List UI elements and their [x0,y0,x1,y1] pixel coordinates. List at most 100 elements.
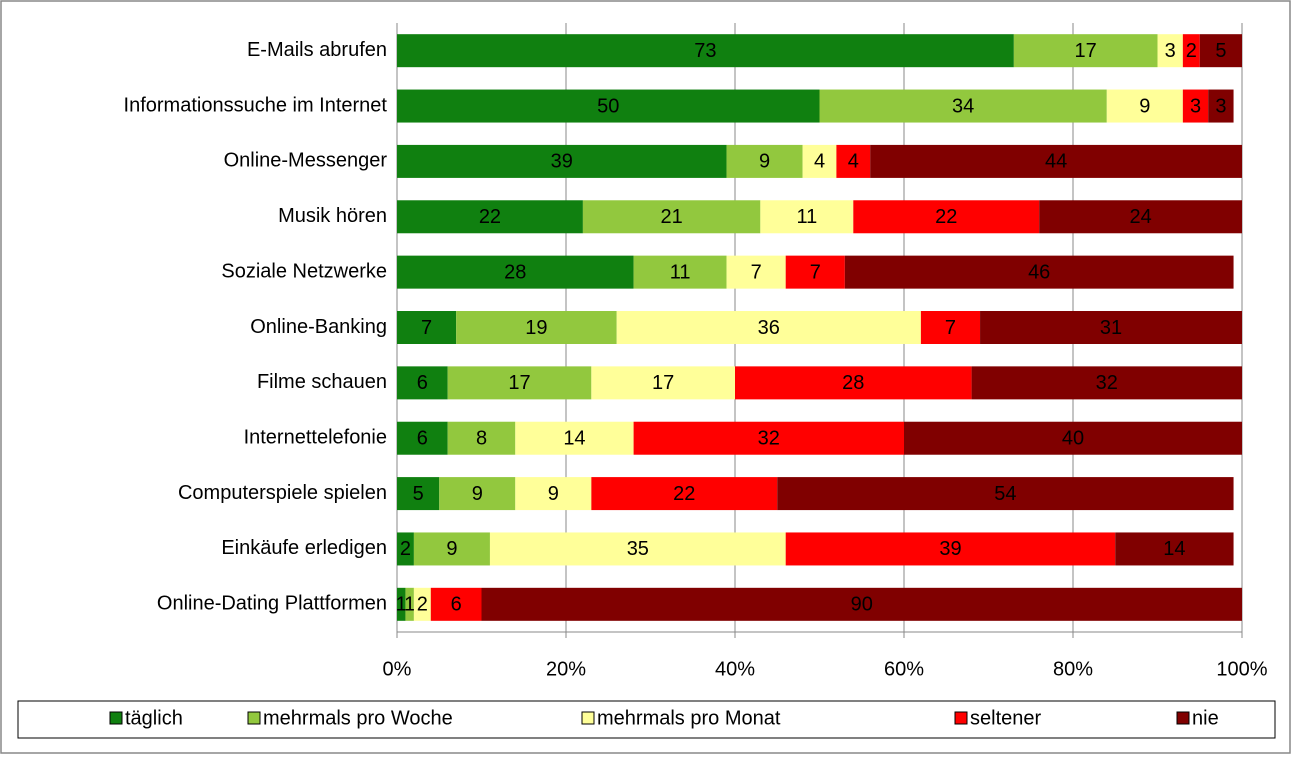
bar-segment [397,89,820,123]
data-label: 11 [796,206,817,228]
bar-segment [1115,532,1234,566]
bar-segment [439,477,516,511]
y-tick-label: Musik hören [278,205,387,227]
bar-segment [397,421,448,455]
y-tick-label: Informationssuche im Internet [124,94,388,116]
bar-segment [397,587,406,621]
y-tick-label: Einkäufe erledigen [221,537,387,559]
x-tick-label: 60% [884,658,924,680]
bar-segment [489,532,786,566]
data-label: 19 [525,317,547,339]
data-label: 31 [1100,317,1122,339]
bar-segment [582,200,761,234]
legend-label: mehrmals pro Woche [263,707,453,729]
bar-segment [591,366,735,400]
bar-segment [844,255,1234,289]
bar-segment [447,366,592,400]
bar-segment [397,200,583,234]
data-label: 4 [814,151,825,173]
data-label: 9 [472,483,483,505]
y-tick-label: Soziale Netzwerke [221,260,387,282]
data-label: 6 [451,594,462,616]
y-tick-label: Computerspiele spielen [178,482,387,504]
bar-segment [430,587,482,621]
bar-segment [413,532,490,566]
data-label: 1 [396,594,407,616]
data-label: 7 [421,317,432,339]
data-label: 22 [673,483,695,505]
bar-segment [726,255,786,289]
bar-segment [1039,200,1242,234]
data-label: 50 [597,95,619,117]
legend-label: täglich [125,707,183,729]
bar-segment [726,144,803,178]
bar-segment [447,421,516,455]
data-label: 34 [952,95,974,117]
legend-label: nie [1192,707,1219,729]
bar-segment [397,311,457,344]
data-label: 22 [935,206,957,228]
bar-segment [1106,89,1183,123]
bar-segment [1182,34,1200,68]
bar-segment [456,311,617,344]
legend-label: seltener [970,707,1041,729]
data-label: 24 [1129,206,1151,228]
data-label: 39 [551,151,573,173]
data-label: 35 [627,538,649,560]
data-label: 17 [508,372,530,394]
data-label: 7 [810,261,821,283]
data-label: 36 [758,317,780,339]
bar-segment [971,366,1242,400]
data-label: 44 [1045,151,1067,173]
data-label: 54 [994,483,1016,505]
data-label: 2 [417,594,428,616]
data-label: 6 [417,428,428,450]
y-tick-label: Internettelefonie [244,427,387,449]
y-tick-label: Online-Dating Plattformen [157,593,387,615]
legend-label: mehrmals pro Monat [597,707,781,729]
bar-segment [397,34,1014,68]
legend-box [17,700,1276,739]
bar-segment [515,477,592,511]
data-label: 8 [476,428,487,450]
data-label: 21 [661,206,683,228]
legend-swatch [109,711,123,725]
bar-segment [785,255,845,289]
y-tick-label: Online-Banking [250,316,387,338]
bar-segment [870,144,1242,178]
data-label: 9 [446,538,457,560]
data-label: 6 [417,372,428,394]
bar-segment [980,311,1242,344]
bar-segment [777,477,1234,511]
data-label: 39 [939,538,961,560]
data-label: 22 [479,206,501,228]
data-label: 9 [548,483,559,505]
y-tick-label: Filme schauen [257,371,387,393]
bar-segment [515,421,634,455]
legend-swatch [247,711,261,725]
data-label: 17 [652,372,674,394]
data-label: 9 [759,151,770,173]
data-label: 14 [1163,538,1185,560]
bar-segment [1157,34,1183,68]
data-label: 4 [848,151,859,173]
bar-segment [1208,89,1234,123]
bar-segment [836,144,871,178]
data-label: 73 [694,40,716,62]
bar-segment [802,144,837,178]
data-label: 14 [563,428,585,450]
bar-segment [1013,34,1158,68]
data-label: 5 [413,483,424,505]
bar-segment [819,89,1107,123]
data-label: 32 [1096,372,1118,394]
data-label: 9 [1139,95,1150,117]
x-tick-label: 40% [715,658,755,680]
bar-segment [785,532,1116,566]
bar-segment [405,587,414,621]
bar-segment [397,532,414,566]
data-label: 7 [751,261,762,283]
legend-swatch [581,711,595,725]
bar-segment [760,200,854,234]
data-label: 3 [1165,40,1176,62]
